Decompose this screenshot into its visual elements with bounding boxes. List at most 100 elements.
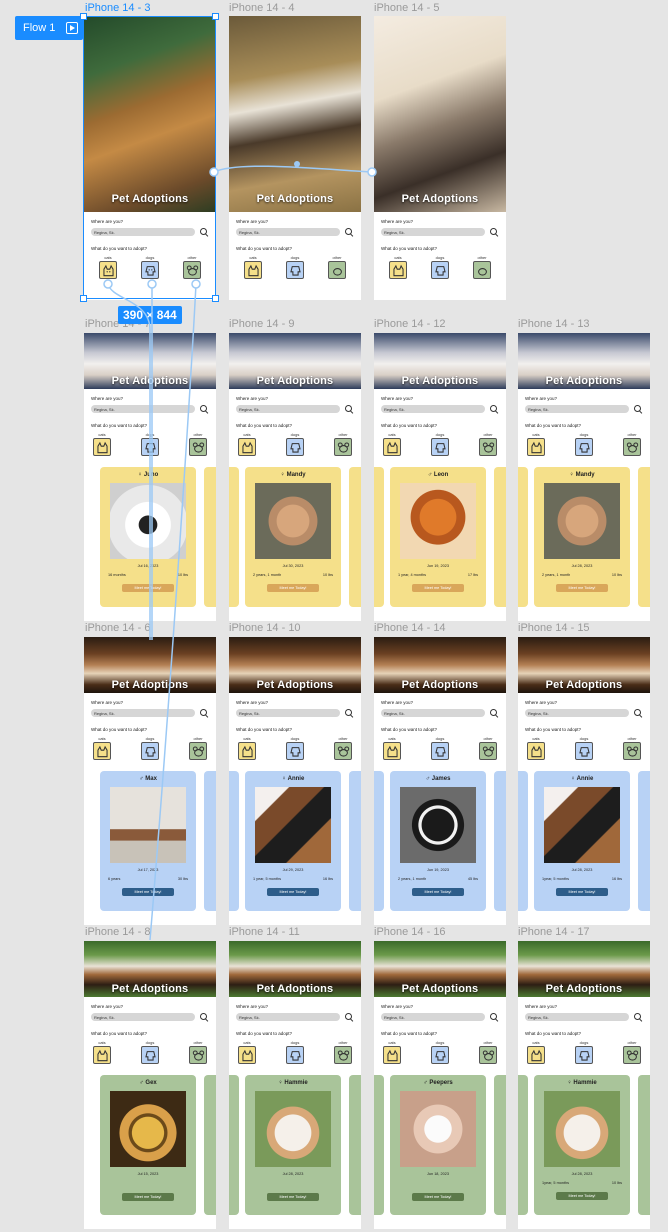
pet-card-peek[interactable]: [374, 771, 384, 911]
phone-frame[interactable]: Pet Adoptions Where are you? Regina, Sk.…: [374, 941, 506, 1229]
pet-card[interactable]: ♀ Mandy Jul 28, 2023 2 years, 1 month 10 …: [534, 467, 630, 607]
phone-frame[interactable]: Pet Adoptions Where are you? Regina, Sk.…: [229, 637, 361, 925]
resize-handle[interactable]: [80, 295, 87, 302]
location-input[interactable]: Regina, Sk.: [91, 405, 195, 413]
pet-card-peek[interactable]: [494, 771, 506, 911]
pet-card-peek[interactable]: [374, 467, 384, 607]
category-cats[interactable]: cats: [238, 432, 256, 456]
pet-card-peek[interactable]: [204, 1075, 216, 1215]
category-dogs[interactable]: dogs: [141, 736, 159, 760]
category-cats[interactable]: cats: [93, 432, 111, 456]
frame-label[interactable]: iPhone 14 - 8: [85, 926, 151, 938]
pet-card[interactable]: ♂ Leon Jun 19, 2023 1 year, 4 months 17 l…: [390, 467, 486, 607]
frame-label[interactable]: iPhone 14 - 17: [518, 926, 590, 938]
category-dogs[interactable]: dogs: [286, 255, 304, 279]
category-dogs[interactable]: dogs: [141, 255, 159, 279]
category-dogs[interactable]: dogs: [431, 432, 449, 456]
pet-card[interactable]: ♂ Gex Jul 15, 2023 Meet me Today!: [100, 1075, 196, 1215]
pet-card[interactable]: ♀ Mandy Jul 30, 2023 2 years, 1 month 10 …: [245, 467, 341, 607]
category-cats[interactable]: cats: [527, 432, 545, 456]
search-icon[interactable]: [633, 708, 643, 718]
category-other[interactable]: other: [623, 1040, 641, 1064]
resize-handle[interactable]: [80, 13, 87, 20]
category-dogs[interactable]: dogs: [575, 1040, 593, 1064]
phone-frame[interactable]: Pet Adoptions Where are you? Regina, Sk.…: [374, 333, 506, 621]
phone-frame[interactable]: Pet Adoptions Where are you? Regina, Sk.…: [229, 333, 361, 621]
category-dogs[interactable]: dogs: [141, 432, 159, 456]
frame-label[interactable]: iPhone 14 - 10: [229, 622, 301, 634]
search-icon[interactable]: [344, 404, 354, 414]
location-input[interactable]: Regina, Sk.: [381, 1013, 485, 1021]
category-cats[interactable]: cats: [383, 1040, 401, 1064]
category-cats[interactable]: cats: [99, 255, 117, 279]
category-other[interactable]: other: [334, 432, 352, 456]
category-cats[interactable]: cats: [383, 736, 401, 760]
pet-card-peek[interactable]: [204, 771, 216, 911]
pet-card-peek[interactable]: [638, 467, 650, 607]
phone-frame[interactable]: Pet Adoptions Where are you? Regina, Sk.…: [374, 16, 506, 300]
pet-card-peek[interactable]: [518, 771, 528, 911]
category-other[interactable]: other: [334, 736, 352, 760]
category-dogs[interactable]: dogs: [286, 1040, 304, 1064]
category-other[interactable]: other: [479, 1040, 497, 1064]
category-dogs[interactable]: dogs: [575, 432, 593, 456]
location-input[interactable]: Regina, Sk.: [91, 1013, 195, 1021]
pet-card-peek[interactable]: [349, 1075, 361, 1215]
category-dogs[interactable]: dogs: [141, 1040, 159, 1064]
meet-me-button[interactable]: Meet me Today!: [122, 584, 174, 592]
meet-me-button[interactable]: Meet me Today!: [267, 888, 319, 896]
category-other[interactable]: other: [623, 432, 641, 456]
frame-label[interactable]: iPhone 14 - 3: [85, 2, 151, 14]
category-other[interactable]: other: [479, 736, 497, 760]
search-icon[interactable]: [489, 708, 499, 718]
phone-frame[interactable]: Pet Adoptions Where are you? Regina, Sk.…: [518, 333, 650, 621]
category-other[interactable]: other: [328, 255, 346, 279]
pet-card[interactable]: ♀ Annie Jul 29, 2023 1 year, 5 months 16 …: [245, 771, 341, 911]
pet-card-peek[interactable]: [229, 771, 239, 911]
phone-frame[interactable]: Pet Adoptions Where are you? Regina, Sk.…: [229, 941, 361, 1229]
location-input[interactable]: Regina, Sk.: [381, 709, 485, 717]
location-input[interactable]: Regina, Sk.: [91, 709, 195, 717]
frame-label[interactable]: iPhone 14 - 6: [85, 622, 151, 634]
pet-card[interactable]: ♂ Peepers Jun 18, 2023 Meet me Today!: [390, 1075, 486, 1215]
meet-me-button[interactable]: Meet me Today!: [122, 1192, 174, 1201]
search-icon[interactable]: [633, 404, 643, 414]
frame-label[interactable]: iPhone 14 - 11: [229, 926, 300, 938]
pet-card-peek[interactable]: [494, 1075, 506, 1215]
pet-card-peek[interactable]: [638, 1075, 650, 1215]
category-cats[interactable]: cats: [238, 736, 256, 760]
category-other[interactable]: other: [183, 255, 201, 279]
pet-card-peek[interactable]: [349, 771, 361, 911]
category-other[interactable]: other: [189, 736, 207, 760]
pet-card-peek[interactable]: [494, 467, 506, 607]
pet-card-peek[interactable]: [518, 467, 528, 607]
category-dogs[interactable]: dogs: [575, 736, 593, 760]
pet-card[interactable]: ♀ Hammie Jul 28, 2023 Meet me Today!: [245, 1075, 341, 1215]
resize-handle[interactable]: [212, 295, 219, 302]
category-dogs[interactable]: dogs: [431, 255, 449, 279]
resize-handle[interactable]: [212, 13, 219, 20]
phone-frame[interactable]: Pet Adoptions Where are you? Regina, Sk.…: [374, 637, 506, 925]
meet-me-button[interactable]: Meet me Today!: [556, 888, 608, 896]
category-other[interactable]: other: [473, 255, 491, 279]
pet-card[interactable]: ♀ Juno Jul 16, 2023 16 months 10 lbs Meet…: [100, 467, 196, 607]
phone-frame[interactable]: Pet Adoptions Where are you? Regina, Sk.…: [518, 941, 650, 1229]
pet-card-peek[interactable]: [204, 467, 216, 607]
meet-me-button[interactable]: Meet me Today!: [122, 888, 174, 896]
category-cats[interactable]: cats: [389, 255, 407, 279]
category-cats[interactable]: cats: [93, 1040, 111, 1064]
pet-card-peek[interactable]: [638, 771, 650, 911]
phone-frame[interactable]: Pet Adoptions Where are you? Regina, Sk.…: [84, 16, 216, 300]
category-other[interactable]: other: [189, 432, 207, 456]
frame-label[interactable]: iPhone 14 - 4: [229, 2, 295, 14]
search-icon[interactable]: [489, 1012, 499, 1022]
meet-me-button[interactable]: Meet me Today!: [267, 1192, 319, 1201]
location-input[interactable]: Regina, Sk.: [381, 228, 485, 236]
category-dogs[interactable]: dogs: [431, 736, 449, 760]
category-cats[interactable]: cats: [93, 736, 111, 760]
category-other[interactable]: other: [479, 432, 497, 456]
location-input[interactable]: Regina, Sk.: [236, 405, 340, 413]
pet-card-peek[interactable]: [518, 1075, 528, 1215]
play-icon[interactable]: [66, 22, 78, 34]
location-input[interactable]: Regina, Sk.: [236, 709, 340, 717]
